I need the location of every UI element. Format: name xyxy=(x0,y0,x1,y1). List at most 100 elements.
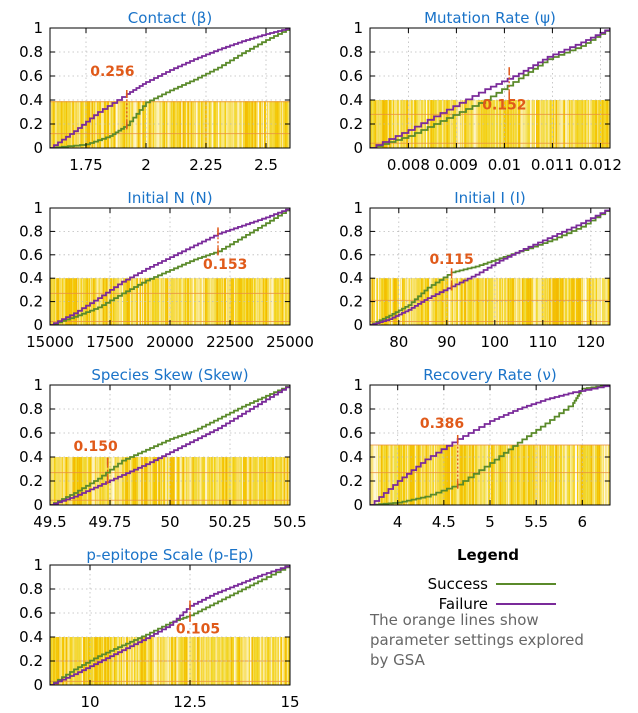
band-stripe xyxy=(160,101,162,148)
band-stripe xyxy=(467,445,470,505)
band-stripe xyxy=(206,101,209,148)
band-stripe xyxy=(606,445,608,505)
band-stripe xyxy=(91,278,93,325)
band-stripe xyxy=(570,278,571,325)
band-stripe xyxy=(506,445,507,505)
band-stripe xyxy=(58,278,60,325)
band-stripe xyxy=(378,278,379,325)
band-stripe xyxy=(155,457,157,505)
band-stripe xyxy=(109,101,111,148)
band-stripe xyxy=(411,100,414,148)
band-stripe xyxy=(534,100,536,148)
band-stripe xyxy=(184,278,185,325)
band-stripe xyxy=(408,100,410,148)
band-stripe xyxy=(384,278,386,325)
band-stripe xyxy=(467,100,469,148)
band-stripe xyxy=(602,445,604,505)
band-stripe xyxy=(115,457,118,505)
band-stripe xyxy=(198,101,201,148)
band-stripe xyxy=(512,100,514,148)
x-tick-label: 80 xyxy=(389,333,408,351)
band-stripe xyxy=(550,445,552,505)
band-stripe xyxy=(592,100,594,148)
band-stripe xyxy=(202,278,204,325)
band-stripe xyxy=(584,445,586,505)
band-stripe xyxy=(502,278,505,325)
band-stripe xyxy=(598,278,600,325)
band-stripe xyxy=(128,278,130,325)
band-stripe xyxy=(277,101,279,148)
band-stripe xyxy=(494,445,496,505)
band-stripe xyxy=(222,101,225,148)
band-stripe xyxy=(416,445,418,505)
band-stripe xyxy=(398,278,401,325)
band-stripe xyxy=(600,445,603,505)
x-tick-label: 0.01 xyxy=(488,156,521,174)
band-stripe xyxy=(494,278,496,325)
band-stripe xyxy=(418,100,420,148)
band-stripe xyxy=(376,445,379,505)
band-stripe xyxy=(422,445,424,505)
band-stripe xyxy=(378,445,380,505)
band-stripe xyxy=(552,278,554,325)
band-stripe xyxy=(142,101,145,148)
band-stripe xyxy=(202,457,203,505)
band-stripe xyxy=(61,101,62,148)
band-stripe xyxy=(390,278,393,325)
x-tick-label: 12.5 xyxy=(173,693,206,711)
band-stripe xyxy=(438,445,440,505)
band-stripe xyxy=(74,278,75,325)
band-stripe xyxy=(51,101,53,148)
band-stripe xyxy=(544,445,546,505)
band-stripe xyxy=(74,101,75,148)
band-stripe xyxy=(208,278,210,325)
band-stripe xyxy=(189,101,191,148)
band-stripe xyxy=(187,101,190,148)
band-stripe xyxy=(80,278,82,325)
series-line-success xyxy=(50,565,290,685)
band-stripe xyxy=(152,457,153,505)
band-stripe xyxy=(230,101,232,148)
band-stripe xyxy=(443,100,445,148)
y-tick-label: 0.4 xyxy=(339,448,363,466)
band-stripe xyxy=(240,278,242,325)
band-stripe xyxy=(512,278,514,325)
band-stripe xyxy=(62,457,64,505)
band-stripe xyxy=(478,445,480,505)
x-tick-label: 5.5 xyxy=(524,513,548,531)
band-stripe xyxy=(587,100,589,148)
band-stripe xyxy=(120,278,123,325)
chart-title: Initial I (I) xyxy=(454,189,526,207)
band-stripe xyxy=(531,445,534,505)
band-stripe xyxy=(266,101,267,148)
band-stripe xyxy=(149,101,151,148)
band-stripe xyxy=(99,101,101,148)
band-stripe xyxy=(238,101,240,148)
band-stripe xyxy=(282,457,284,505)
band-stripe xyxy=(171,101,174,148)
band-stripe xyxy=(480,445,482,505)
band-stripe xyxy=(152,101,154,148)
chart-title: Mutation Rate (ψ) xyxy=(424,9,556,27)
band-stripe xyxy=(174,101,176,148)
band-stripe xyxy=(69,457,71,505)
band-stripe xyxy=(133,278,135,325)
y-tick-label: 0.2 xyxy=(339,472,363,490)
band-stripe xyxy=(466,445,468,505)
y-tick-label: 0 xyxy=(33,316,43,334)
band-stripe xyxy=(504,100,506,148)
band-stripe xyxy=(445,278,447,325)
band-stripe xyxy=(227,278,229,325)
band-stripe xyxy=(458,278,460,325)
band-stripe xyxy=(258,101,260,148)
band-stripe xyxy=(544,100,546,148)
band-stripe xyxy=(534,278,536,325)
band-stripe xyxy=(213,278,215,325)
band-stripe xyxy=(470,278,472,325)
band-stripe xyxy=(405,278,407,325)
band-stripe xyxy=(493,278,495,325)
band-stripe xyxy=(254,457,256,505)
band-stripe xyxy=(114,101,116,148)
y-tick-label: 0.6 xyxy=(19,424,43,442)
